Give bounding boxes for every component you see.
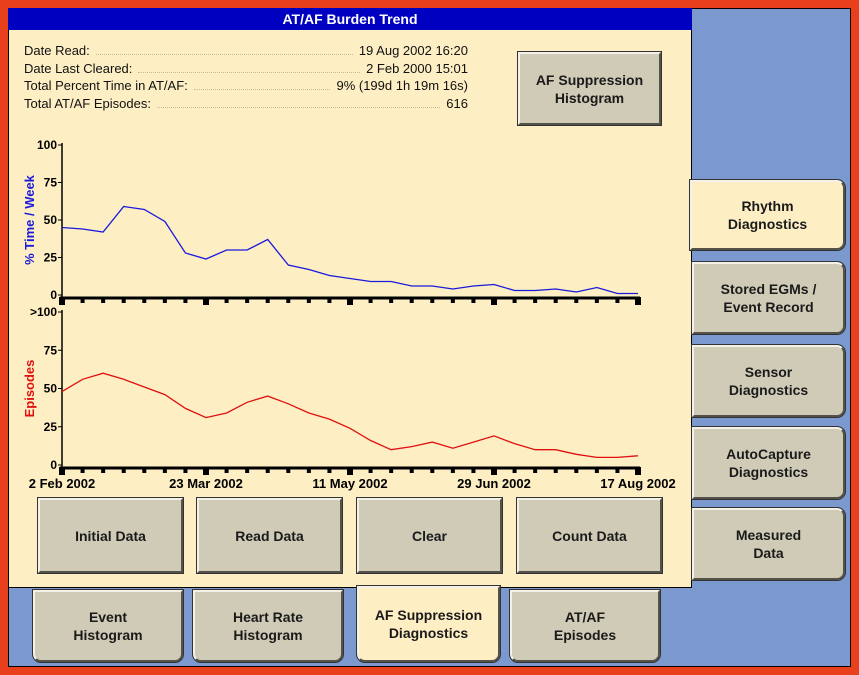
leader xyxy=(138,64,361,73)
button-label-line: Measured xyxy=(735,527,802,543)
info-value: 2 Feb 2000 15:01 xyxy=(366,60,468,76)
info-list: Date Read: 19 Aug 2002 16:20 Date Last Cle… xyxy=(24,42,468,112)
info-row: Date Last Cleared: 2 Feb 2000 15:01 xyxy=(24,60,468,78)
button-label-line: Histogram xyxy=(73,627,143,643)
info-label: Date Read: xyxy=(24,43,90,59)
button-label-line: Diagnostics xyxy=(728,382,809,398)
info-value: 19 Aug 2002 16:20 xyxy=(358,43,468,59)
title-bar: AT/AF Burden Trend xyxy=(8,8,692,30)
button-label: Count Data xyxy=(552,527,627,544)
bottom-tab[interactable]: Event Histogram xyxy=(32,589,184,663)
bottom-tab[interactable]: AF Suppression Diagnostics xyxy=(356,585,501,663)
side-tab[interactable]: Sensor Diagnostics xyxy=(691,344,846,418)
button-label-line: AF Suppression xyxy=(535,71,644,88)
info-label: Total AT/AF Episodes: xyxy=(24,95,151,111)
button-label-line: Diagnostics xyxy=(728,464,809,480)
button-label-line: Histogram xyxy=(233,627,303,643)
button-label: Clear xyxy=(411,527,448,544)
info-row: Total AT/AF Episodes: 616 xyxy=(24,95,468,113)
info-value: 9% (199d 1h 19m 16s) xyxy=(336,78,468,94)
bottom-tab[interactable]: Heart Rate Histogram xyxy=(192,589,344,663)
side-tab[interactable]: Stored EGMs / Event Record xyxy=(691,261,846,335)
histogram-button[interactable]: AF Suppression Histogram xyxy=(517,51,662,126)
button-label-line: Stored EGMs / xyxy=(720,281,817,297)
info-value: 616 xyxy=(446,95,468,111)
button-label-line: Event xyxy=(88,609,128,625)
button-label-line: Diagnostics xyxy=(727,216,808,232)
side-tab[interactable]: Rhythm Diagnostics xyxy=(689,179,846,251)
button-label-line: Episodes xyxy=(553,627,617,643)
bottom-tab[interactable]: AT/AF Episodes xyxy=(509,589,661,663)
leader xyxy=(156,99,441,108)
action-button[interactable]: Clear xyxy=(356,497,503,574)
leader xyxy=(95,46,353,56)
leader xyxy=(193,81,331,91)
button-label-line: AutoCapture xyxy=(726,446,811,462)
info-label: Total Percent Time in AT/AF: xyxy=(24,78,188,94)
action-button[interactable]: Initial Data xyxy=(37,497,184,574)
button-label-line: Event Record xyxy=(723,299,814,315)
action-button[interactable]: Count Data xyxy=(516,497,663,574)
info-row: Total Percent Time in AT/AF: 9% (199d 1h … xyxy=(24,77,468,95)
button-label-line: Diagnostics xyxy=(388,625,469,641)
button-label: Initial Data xyxy=(75,527,146,544)
button-label-line: Rhythm xyxy=(741,198,794,214)
side-tab[interactable]: AutoCapture Diagnostics xyxy=(691,426,846,500)
button-label: Read Data xyxy=(235,527,304,544)
button-label-line: Sensor xyxy=(744,364,793,380)
button-label-line: AT/AF xyxy=(564,609,606,625)
action-button[interactable]: Read Data xyxy=(196,497,343,574)
button-label-line: AF Suppression xyxy=(374,607,483,623)
button-label-line: Data xyxy=(753,545,784,561)
info-label: Date Last Cleared: xyxy=(24,60,133,76)
button-label-line: Histogram xyxy=(554,89,625,106)
info-row: Date Read: 19 Aug 2002 16:20 xyxy=(24,42,468,60)
button-label-line: Heart Rate xyxy=(232,609,304,625)
side-tab[interactable]: Measured Data xyxy=(691,507,846,581)
